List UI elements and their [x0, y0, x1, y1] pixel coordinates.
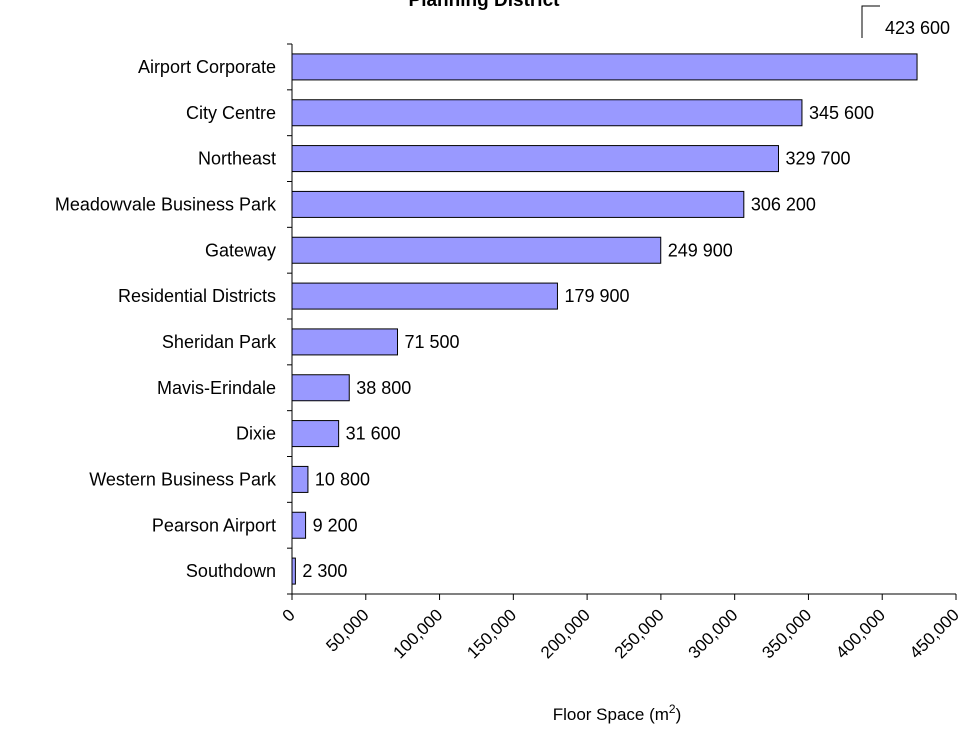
- chart-title: Planning District: [409, 0, 561, 11]
- x-tick-label: 50,000: [322, 605, 372, 655]
- category-label: Southdown: [186, 561, 276, 581]
- category-label: Western Business Park: [89, 469, 277, 489]
- x-tick-labels: 0 50,000 100,000 150,000 200,000 250,000 300,0…: [279, 605, 963, 662]
- category-label: Mavis-Erindale: [157, 378, 276, 398]
- bar: [291, 328, 399, 356]
- bar: [291, 420, 340, 448]
- bar: [291, 282, 558, 310]
- x-tick-label: 0: [279, 605, 299, 625]
- category-label: Sheridan Park: [162, 332, 277, 352]
- value-label-leader: [861, 5, 880, 38]
- bars-layer: [291, 53, 918, 585]
- x-tick-label: 350,000: [758, 605, 815, 662]
- value-label: 31 600: [346, 424, 401, 444]
- x-tick-label: 200,000: [537, 605, 594, 662]
- value-label: 179 900: [564, 286, 629, 306]
- x-tick-label: 150,000: [463, 605, 520, 662]
- value-label: 306 200: [751, 194, 816, 214]
- x-axis-title-close: ): [676, 705, 682, 724]
- bar: [291, 511, 307, 539]
- x-tick-label: 450,000: [906, 605, 963, 662]
- bar: [291, 53, 918, 81]
- category-labels: Airport Corporate City Centre Northeast Mea…: [55, 57, 277, 581]
- x-axis-title-text: Floor Space (m: [553, 705, 669, 724]
- x-tick-label: 100,000: [389, 605, 446, 662]
- category-label: Northeast: [198, 149, 276, 169]
- value-label: 329 700: [785, 149, 850, 169]
- bar: [291, 557, 296, 585]
- value-label: 71 500: [405, 332, 460, 352]
- category-label: Dixie: [236, 424, 276, 444]
- category-label: Meadowvale Business Park: [55, 194, 277, 214]
- bar: [291, 374, 350, 402]
- value-label: 249 900: [668, 240, 733, 260]
- x-tick-label: 250,000: [611, 605, 668, 662]
- category-label: City Centre: [186, 103, 276, 123]
- x-tick-label: 400,000: [832, 605, 889, 662]
- value-label: 9 200: [313, 515, 358, 535]
- category-label: Gateway: [205, 240, 276, 260]
- x-axis-title-superscript: 2: [669, 702, 676, 716]
- category-label: Pearson Airport: [152, 515, 276, 535]
- value-label: 345 600: [809, 103, 874, 123]
- axes: [287, 43, 957, 600]
- bar: [291, 145, 779, 173]
- bar: [291, 465, 309, 493]
- category-label: Residential Districts: [118, 286, 276, 306]
- value-label: 2 300: [302, 561, 347, 581]
- bar: [291, 236, 662, 264]
- value-label: 10 800: [315, 469, 370, 489]
- x-tick-label: 300,000: [685, 605, 742, 662]
- x-axis-title: Floor Space (m2): [553, 702, 682, 724]
- category-label: Airport Corporate: [138, 57, 276, 77]
- value-labels: 423 600 345 600 329 700 306 200 249 900 179 9…: [302, 5, 950, 581]
- bar: [291, 99, 803, 127]
- value-label: 423 600: [885, 18, 950, 38]
- bar: [291, 190, 745, 218]
- value-label: 38 800: [356, 378, 411, 398]
